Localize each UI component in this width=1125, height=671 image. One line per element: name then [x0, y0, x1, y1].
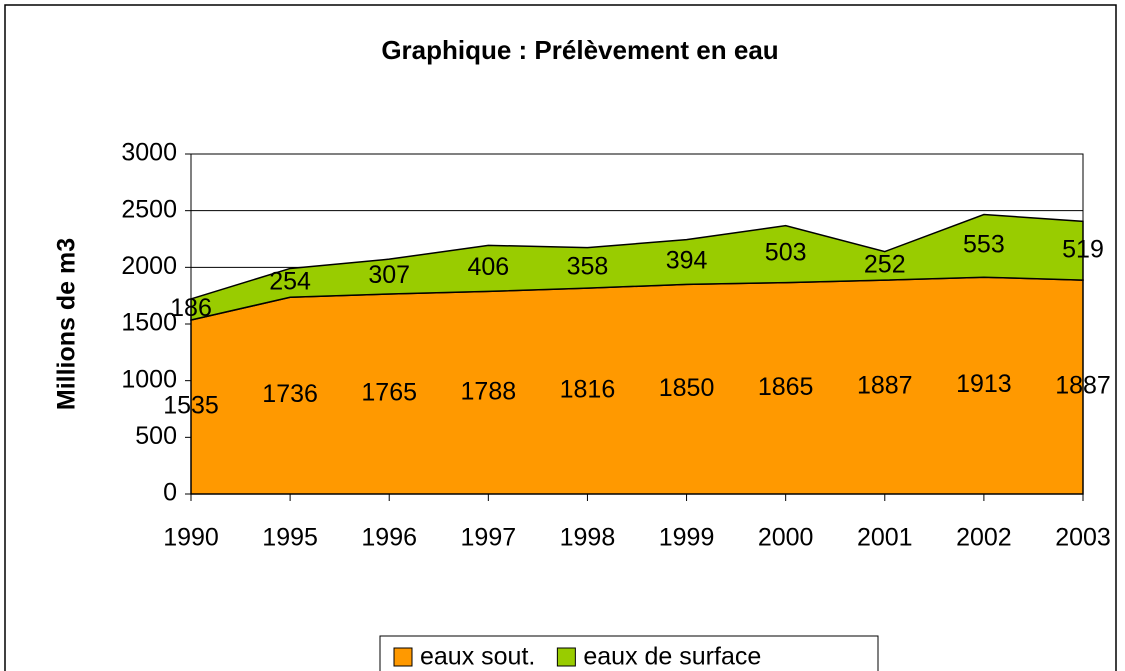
data-label: 394: [666, 247, 708, 275]
data-label: 406: [467, 253, 509, 281]
data-label: 1765: [361, 379, 417, 407]
x-tick-label: 1997: [461, 524, 517, 552]
data-label: 553: [963, 230, 1005, 258]
data-label: 1850: [659, 374, 715, 402]
x-tick-label: 1998: [560, 524, 616, 552]
x-tick-label: 2001: [857, 524, 913, 552]
x-tick-label: 1995: [262, 524, 318, 552]
y-tick-label: 500: [135, 422, 177, 450]
y-tick-label: 3000: [121, 139, 177, 167]
x-tick-label: 2003: [1055, 524, 1111, 552]
data-label: 254: [269, 267, 311, 295]
data-label: 1913: [956, 370, 1012, 398]
plot-border: [190, 153, 1084, 495]
legend-swatch: [393, 647, 413, 667]
chart-title: Graphique : Prélèvement en eau: [381, 35, 778, 65]
data-label: 252: [864, 250, 906, 278]
legend-box: [379, 635, 879, 671]
x-tick-label: 1999: [659, 524, 715, 552]
data-label: 1887: [857, 372, 913, 400]
legend-label: eaux sout.: [420, 643, 535, 671]
data-label: 1736: [262, 380, 318, 408]
area: [190, 276, 1084, 495]
y-tick-label: 2000: [121, 252, 177, 280]
x-tick-label: 2000: [758, 524, 814, 552]
data-label: 1865: [758, 373, 814, 401]
y-tick-label: 1500: [121, 309, 177, 337]
x-tick-label: 2002: [956, 524, 1012, 552]
data-label: 1816: [560, 376, 616, 404]
y-tick-label: 0: [163, 479, 177, 507]
x-tick-label: 1996: [361, 524, 417, 552]
x-tick-label: 1990: [163, 524, 219, 552]
data-label: 1788: [461, 377, 517, 405]
legend-label: eaux de surface: [583, 643, 761, 671]
y-axis-label: Millions de m3: [53, 238, 81, 410]
y-tick-label: 2500: [121, 195, 177, 223]
legend-swatch: [556, 647, 576, 667]
data-label: 307: [368, 261, 410, 289]
data-label: 503: [765, 239, 807, 267]
y-tick-label: 1000: [121, 365, 177, 393]
data-label: 358: [567, 253, 609, 281]
